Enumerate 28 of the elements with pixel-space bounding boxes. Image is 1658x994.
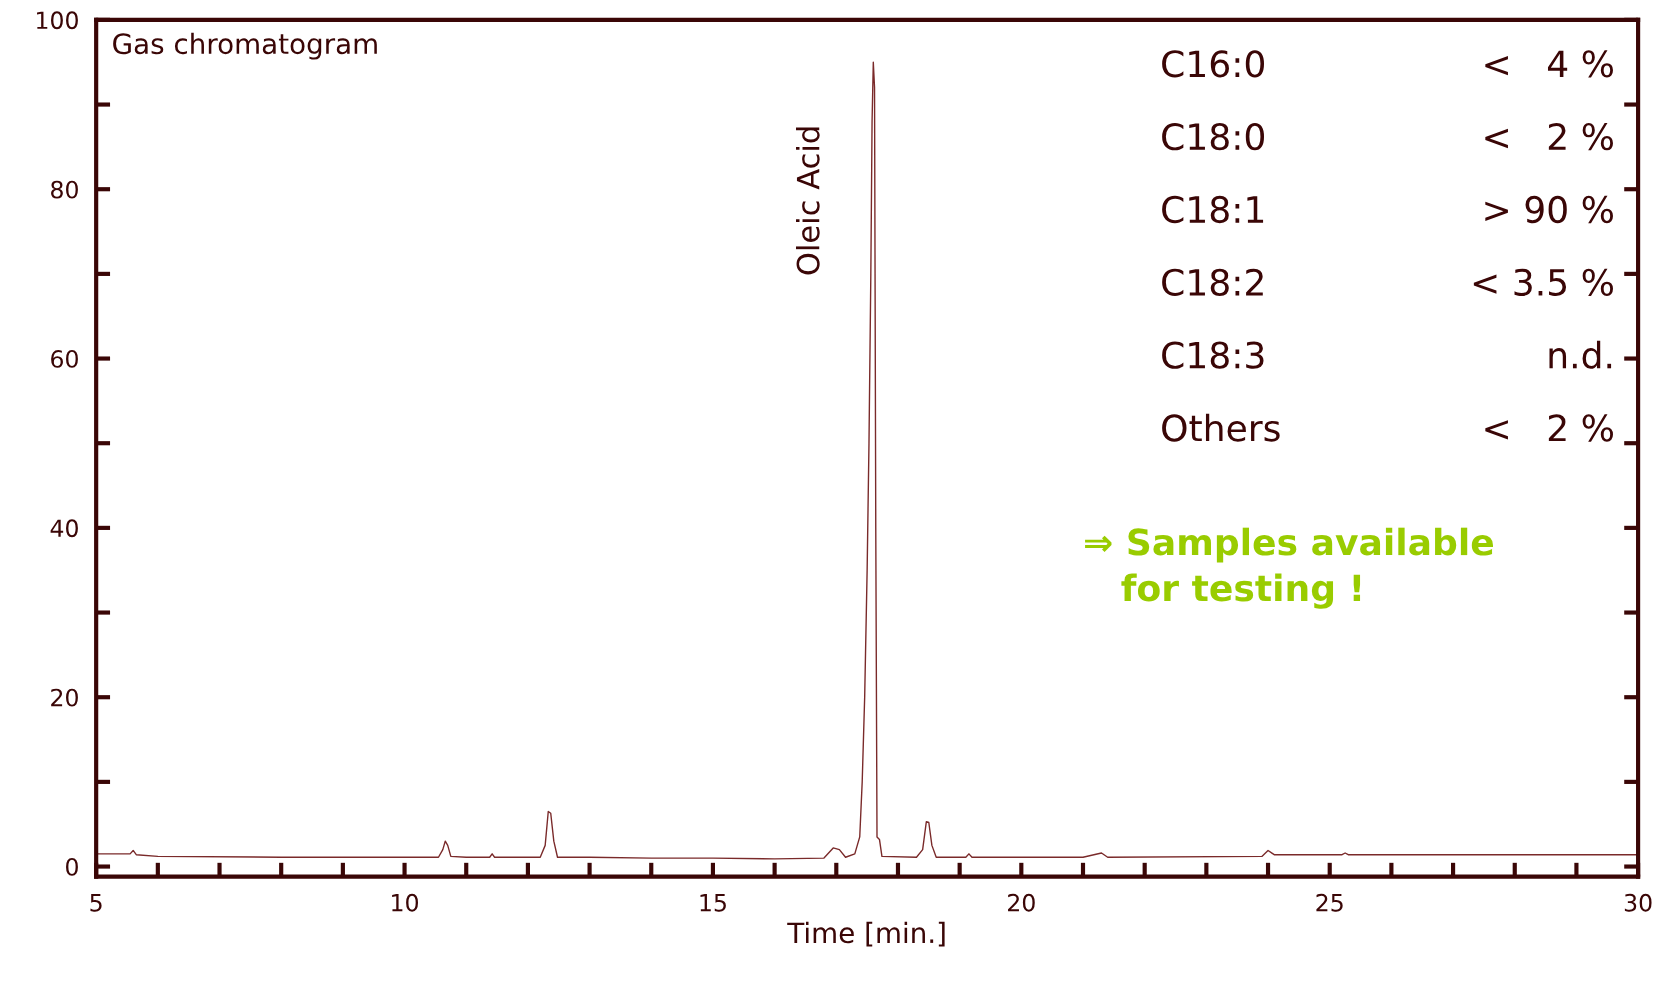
annotation: n.d. <box>1549 340 1612 369</box>
annotation: > 90 % <box>1485 195 1613 224</box>
y-tick-label: 0 <box>66 857 78 876</box>
annotation: ⇒ Samples available for testing ! <box>1085 527 1493 609</box>
annotation: < 2 % <box>1485 414 1613 442</box>
x-tick-label: 20 <box>1008 893 1035 912</box>
x-tick-label: 10 <box>392 893 419 912</box>
annotation: C16:0 <box>1162 50 1265 78</box>
annotation: C18:3 <box>1162 341 1264 369</box>
y-tick-label: 100 <box>37 11 78 30</box>
annotation: C18:0 <box>1162 123 1265 151</box>
annotation: < 3.5 % <box>1473 268 1613 296</box>
annotation: < 2 % <box>1485 123 1613 151</box>
y-tick-label: 60 <box>51 349 78 368</box>
annotation: C18:2 <box>1162 268 1263 296</box>
x-axis-title: Time [min.] <box>787 921 945 947</box>
y-tick-label: 40 <box>50 519 78 538</box>
x-tick-label: 30 <box>1624 893 1652 912</box>
y-tick-label: 80 <box>51 180 78 199</box>
chart-title: Gas chromatogram <box>113 32 377 60</box>
annotation: Oleic Acid <box>796 127 820 275</box>
annotation: Others <box>1162 413 1280 442</box>
annotation: C18:1 <box>1162 195 1264 224</box>
x-tick-label: 15 <box>700 894 726 912</box>
x-tick-label: 5 <box>90 894 102 912</box>
annotation: < 4 % <box>1485 50 1613 78</box>
y-tick-label: 20 <box>51 688 78 707</box>
x-tick-label: 25 <box>1316 893 1343 912</box>
